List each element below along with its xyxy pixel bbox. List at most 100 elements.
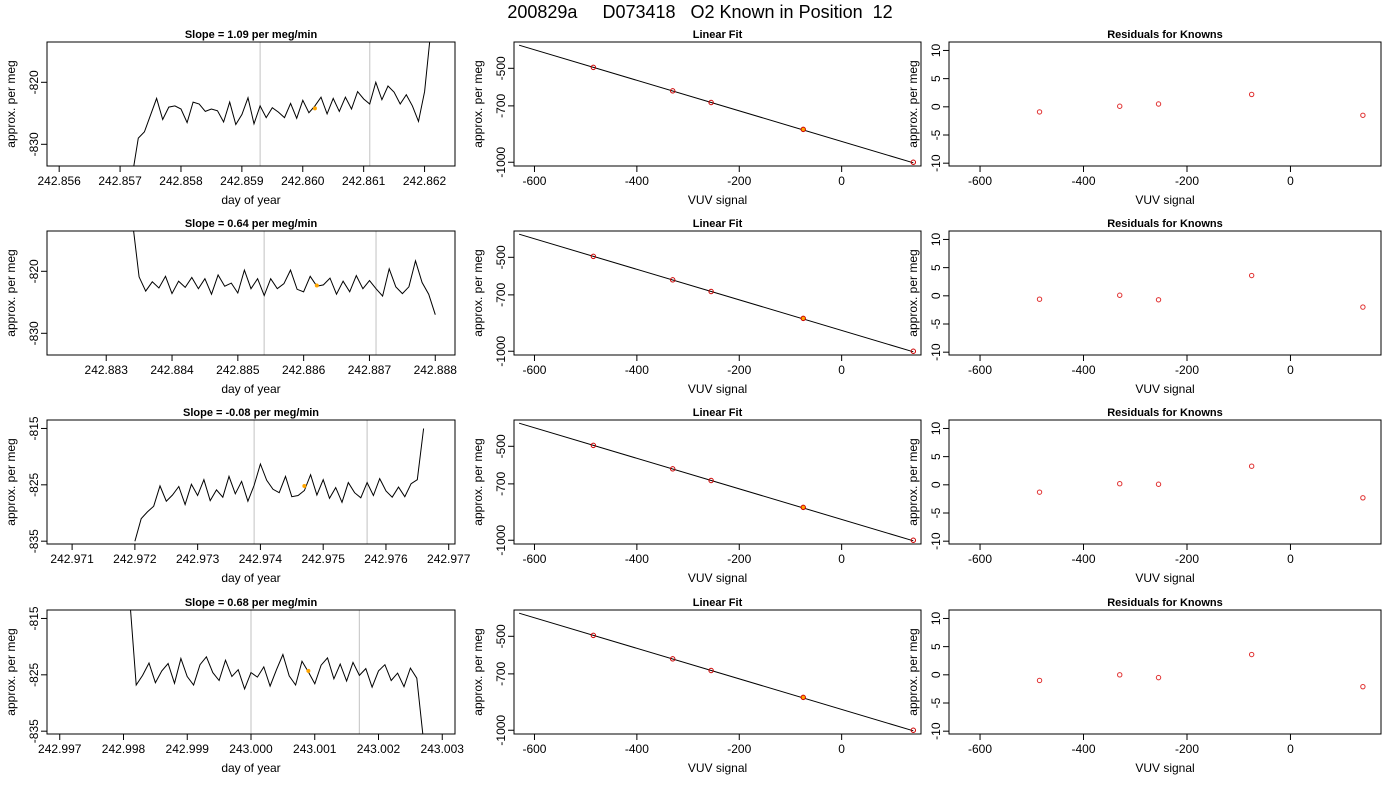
x-tick-label: 0 bbox=[838, 742, 845, 756]
x-tick-label: -200 bbox=[1175, 552, 1199, 566]
residual-point bbox=[1155, 101, 1162, 107]
fit-point bbox=[708, 477, 714, 484]
x-axis-label: day of year bbox=[221, 382, 280, 396]
x-tick-label: -200 bbox=[1175, 742, 1199, 756]
residual-point bbox=[1036, 677, 1043, 684]
fit-point bbox=[670, 88, 676, 94]
x-tick-label: 242.861 bbox=[342, 174, 386, 188]
x-axis-label: VUV signal bbox=[688, 761, 747, 775]
plot-frame bbox=[948, 609, 1382, 735]
y-axis-label: approx. per meg bbox=[906, 438, 920, 525]
panel-title: Slope = -0.08 per meg/min bbox=[183, 407, 319, 419]
x-tick-label: -400 bbox=[625, 363, 649, 377]
x-axis-label: VUV signal bbox=[1135, 382, 1194, 396]
fit-point bbox=[800, 694, 806, 701]
panel-title: Slope = 0.68 per meg/min bbox=[185, 597, 318, 609]
fit-point bbox=[670, 277, 676, 283]
plot-data bbox=[133, 42, 431, 166]
panel-2-3: Residuals for Knowns -600 -400 -200 0 VUV sig… bbox=[906, 218, 1382, 396]
y-tick-label: 10 bbox=[929, 611, 943, 625]
panel-title: Linear Fit bbox=[693, 29, 743, 41]
residual-point bbox=[1360, 683, 1366, 690]
residual-point bbox=[1117, 480, 1123, 487]
x-tick-label: 0 bbox=[1287, 742, 1294, 756]
y-tick-label: -5 bbox=[929, 697, 943, 708]
x-tick-label: -400 bbox=[1071, 174, 1095, 188]
fit-point bbox=[800, 126, 806, 133]
y-tick-label: -500 bbox=[494, 56, 508, 80]
y-tick-label: -1000 bbox=[494, 147, 508, 178]
plot-frame bbox=[46, 41, 456, 167]
plot-data bbox=[1036, 651, 1366, 690]
plot-frame bbox=[513, 609, 922, 735]
y-tick-label: 0 bbox=[929, 671, 943, 678]
fit-point bbox=[590, 442, 597, 449]
fit-point bbox=[670, 466, 676, 472]
x-tick-label: 242.976 bbox=[364, 552, 408, 566]
fit-point bbox=[910, 159, 917, 165]
residual-point bbox=[1360, 304, 1366, 310]
x-tick-label: 242.859 bbox=[220, 174, 264, 188]
x-tick-label: 242.888 bbox=[414, 363, 458, 377]
y-tick-label: -10 bbox=[929, 154, 943, 172]
panel-2-1: Slope = 0.64 per meg/min 242.883 242.884 24… bbox=[4, 218, 457, 396]
y-axis-label: approx. per meg bbox=[4, 628, 18, 715]
fit-point bbox=[800, 504, 806, 511]
y-tick-label: 0 bbox=[929, 481, 943, 488]
x-tick-label: 242.862 bbox=[403, 174, 447, 188]
figure-title: 200829a D073418 O2 Known in Position 12 bbox=[507, 2, 893, 22]
residual-point bbox=[1155, 481, 1162, 487]
y-axis-label: approx. per meg bbox=[471, 249, 485, 336]
x-axis-label: VUV signal bbox=[688, 193, 747, 207]
panel-title: Residuals for Knowns bbox=[1107, 597, 1223, 609]
fit-point bbox=[670, 656, 676, 662]
x-tick-label: 242.858 bbox=[159, 174, 203, 188]
y-tick-label: 10 bbox=[929, 43, 943, 57]
x-tick-label: -600 bbox=[522, 174, 546, 188]
x-tick-label: -200 bbox=[1175, 363, 1199, 377]
y-tick-label: -825 bbox=[27, 472, 41, 496]
panel-1-2: Linear Fit -600 -400 -200 0 VUV signal -1000 -7… bbox=[471, 29, 922, 207]
x-tick-label: -200 bbox=[727, 552, 751, 566]
y-tick-label: 5 bbox=[929, 75, 943, 82]
x-axis-label: VUV signal bbox=[1135, 571, 1194, 585]
x-tick-label: 242.971 bbox=[50, 552, 94, 566]
x-tick-label: -600 bbox=[522, 552, 546, 566]
residual-point bbox=[1036, 296, 1043, 302]
y-tick-label: -10 bbox=[929, 343, 943, 361]
x-tick-label: 242.977 bbox=[427, 552, 471, 566]
fit-line bbox=[518, 233, 914, 353]
x-tick-label: -200 bbox=[1175, 174, 1199, 188]
y-tick-label: -1000 bbox=[494, 715, 508, 746]
x-tick-label: 242.883 bbox=[85, 363, 129, 377]
trace-line bbox=[133, 231, 436, 315]
panel-2-2: Linear Fit -600 -400 -200 0 VUV signal -1000 -7… bbox=[471, 218, 922, 396]
residual-point bbox=[1036, 109, 1043, 115]
plot-data bbox=[133, 231, 436, 355]
y-tick-label: -820 bbox=[27, 70, 41, 94]
residual-point bbox=[1248, 651, 1255, 658]
plot-data bbox=[518, 44, 917, 165]
y-tick-label: -835 bbox=[27, 719, 41, 743]
y-tick-label: 5 bbox=[929, 643, 943, 650]
y-tick-label: -500 bbox=[494, 624, 508, 648]
x-tick-label: -400 bbox=[1071, 552, 1095, 566]
panel-title: Residuals for Knowns bbox=[1107, 29, 1223, 41]
y-tick-label: -815 bbox=[27, 416, 41, 440]
fit-point bbox=[800, 315, 806, 322]
x-tick-label: 0 bbox=[1287, 552, 1294, 566]
panel-title: Slope = 0.64 per meg/min bbox=[185, 218, 318, 230]
marker-point bbox=[312, 106, 317, 111]
trace-line bbox=[134, 428, 425, 542]
y-tick-label: -815 bbox=[27, 606, 41, 630]
fit-line bbox=[518, 612, 914, 732]
plot-frame bbox=[46, 419, 456, 545]
x-tick-label: -600 bbox=[968, 174, 992, 188]
y-axis-label: approx. per meg bbox=[906, 60, 920, 147]
x-tick-label: 0 bbox=[1287, 363, 1294, 377]
y-tick-label: 0 bbox=[929, 103, 943, 110]
y-tick-label: 5 bbox=[929, 264, 943, 271]
y-tick-label: -700 bbox=[494, 283, 508, 307]
y-tick-label: -830 bbox=[27, 132, 41, 156]
